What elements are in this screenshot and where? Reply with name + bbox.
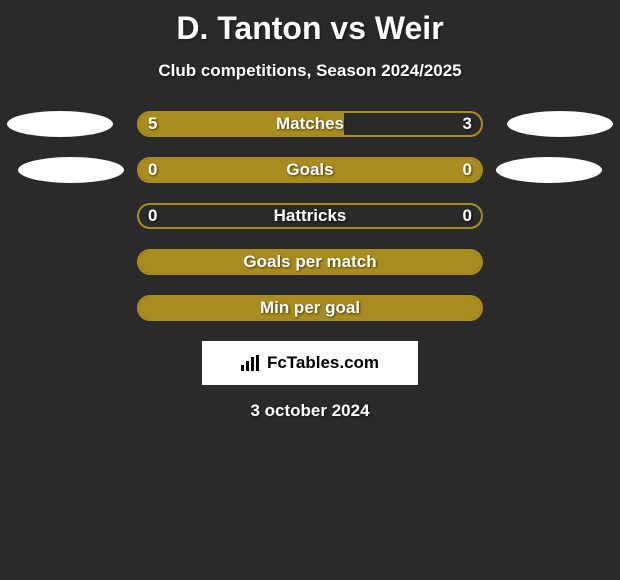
stat-bar: Hattricks xyxy=(137,203,483,229)
stat-row: Goals per match xyxy=(0,249,620,275)
stat-row: Matches5 3 xyxy=(0,111,620,137)
stat-value-right: 0 xyxy=(463,157,472,183)
barchart-icon xyxy=(241,355,261,371)
logo-box: FcTables.com xyxy=(202,341,418,385)
ellipse-left xyxy=(18,157,124,183)
stat-bar: Goals xyxy=(137,157,483,183)
stat-row: Goals0 0 xyxy=(0,157,620,183)
ellipse-right xyxy=(507,111,613,137)
stat-value-right: 3 xyxy=(463,111,472,137)
subtitle: Club competitions, Season 2024/2025 xyxy=(0,61,620,81)
ellipse-left xyxy=(7,111,113,137)
stat-row: Min per goal xyxy=(0,295,620,321)
page-title: D. Tanton vs Weir xyxy=(0,0,620,47)
stat-bar: Matches xyxy=(137,111,483,137)
stat-label: Goals xyxy=(139,159,481,181)
stat-label: Min per goal xyxy=(139,297,481,319)
stat-label: Matches xyxy=(139,113,481,135)
stat-bar: Goals per match xyxy=(137,249,483,275)
logo-text: FcTables.com xyxy=(267,353,379,373)
stat-bar: Min per goal xyxy=(137,295,483,321)
stat-value-left: 5 xyxy=(148,111,157,137)
stat-label: Goals per match xyxy=(139,251,481,273)
stat-rows: Matches53Goals00Hattricks00Goals per mat… xyxy=(0,111,620,321)
date-text: 3 october 2024 xyxy=(0,401,620,421)
stat-row: Hattricks0 0 xyxy=(0,203,620,229)
stat-label: Hattricks xyxy=(139,205,481,227)
stat-value-left: 0 xyxy=(148,157,157,183)
stat-value-right: 0 xyxy=(463,203,472,229)
stat-value-left: 0 xyxy=(148,203,157,229)
ellipse-right xyxy=(496,157,602,183)
